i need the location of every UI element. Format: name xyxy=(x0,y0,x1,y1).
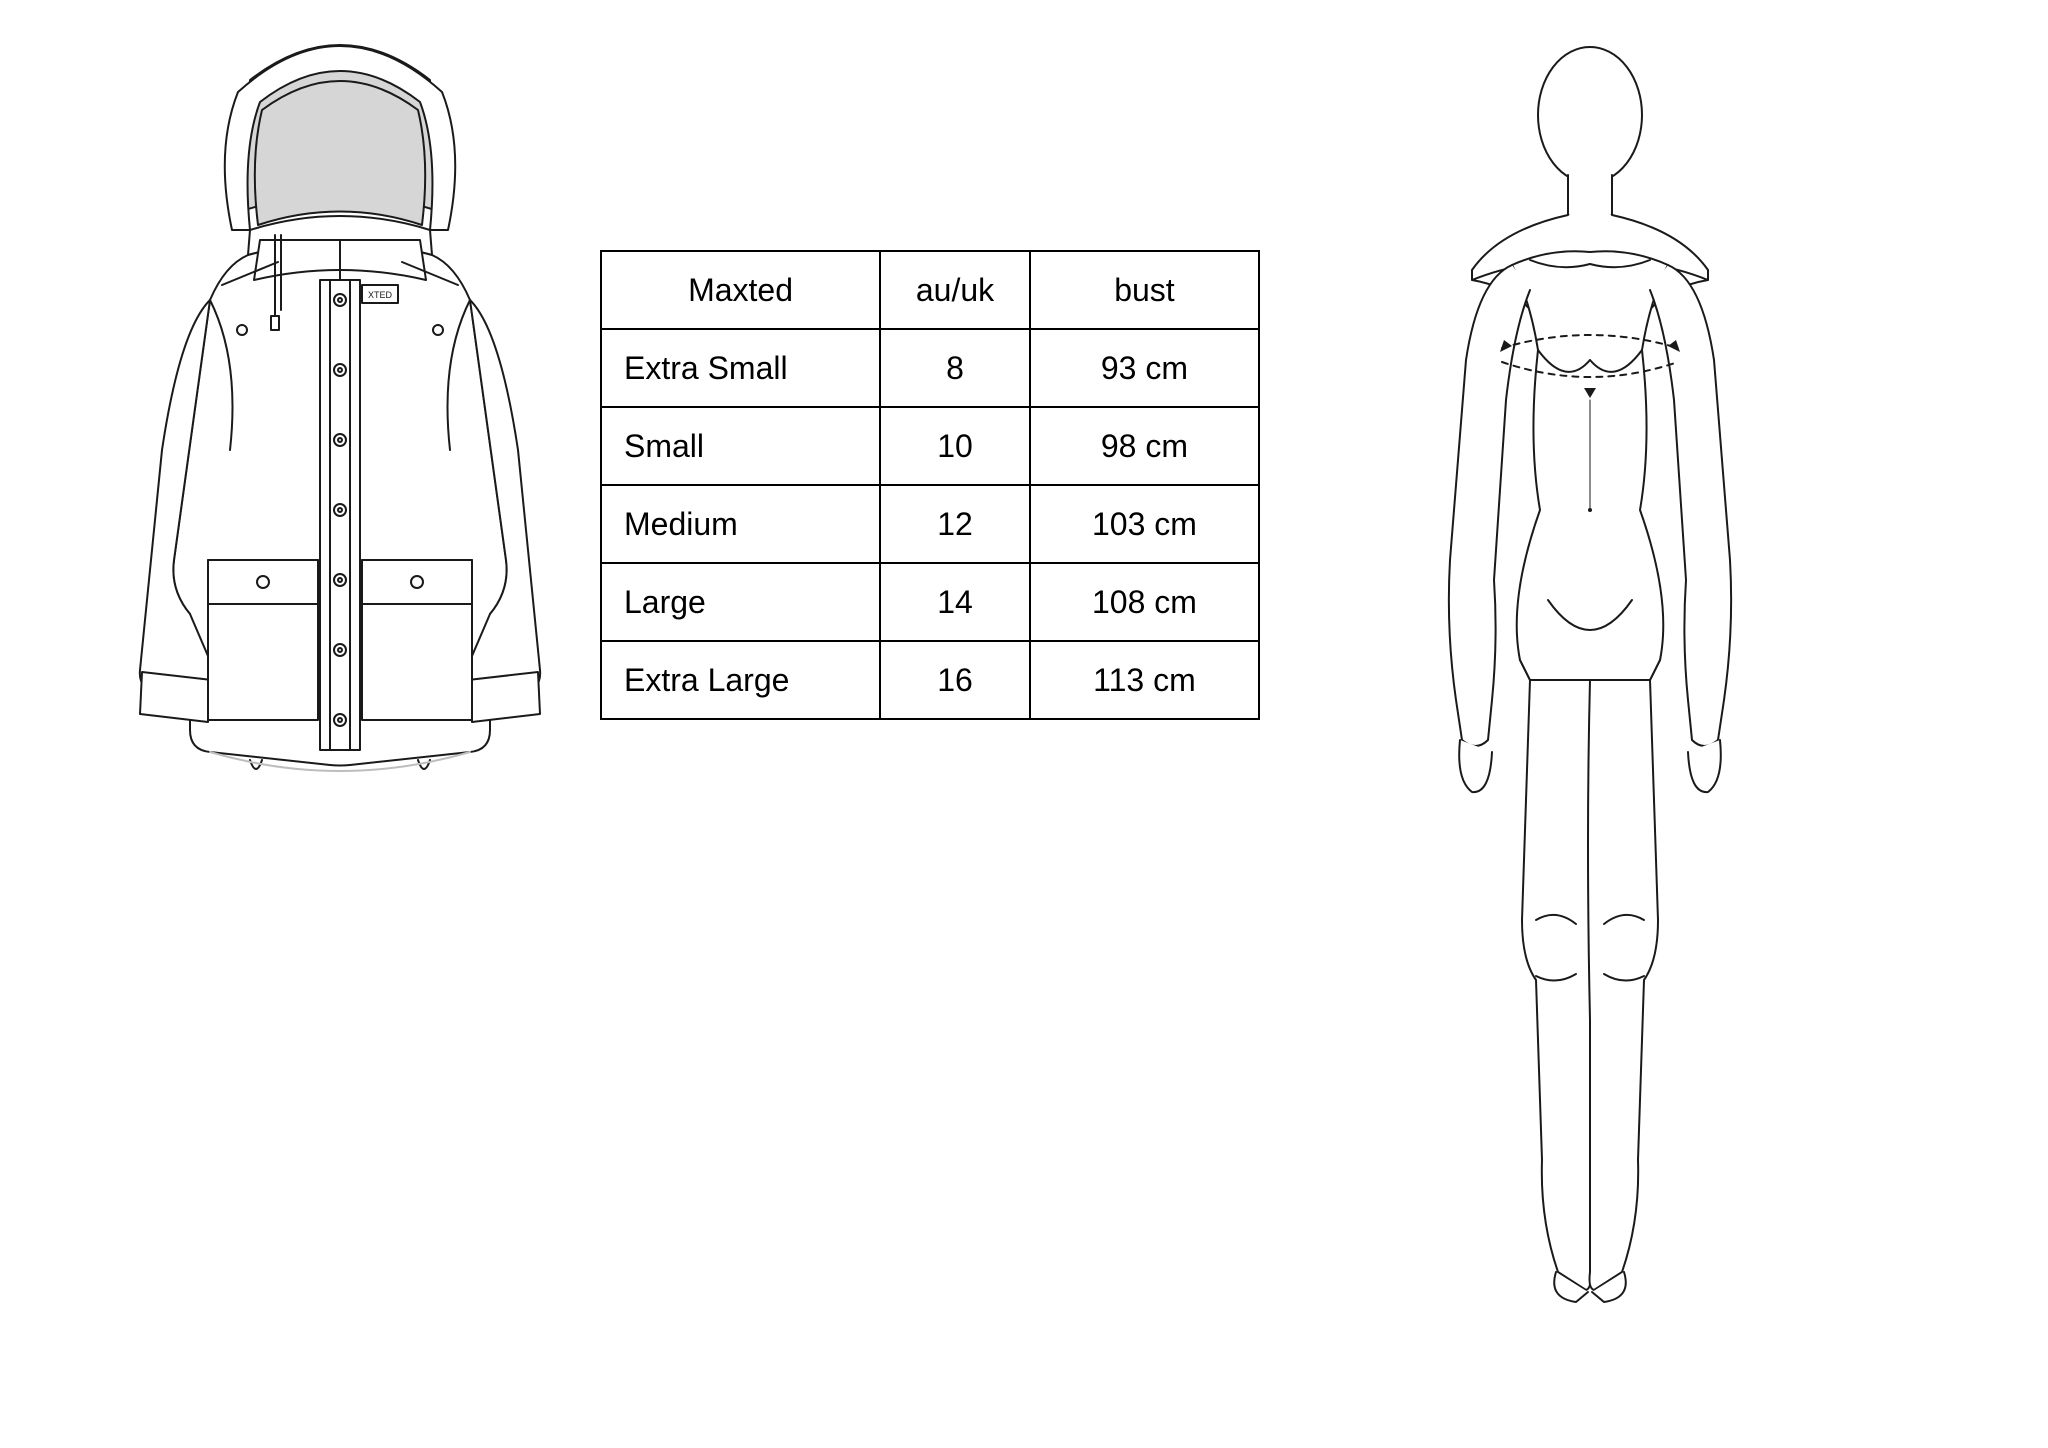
cell-name: Extra Large xyxy=(601,641,880,719)
header-auuk: au/uk xyxy=(880,251,1030,329)
cell-name: Extra Small xyxy=(601,329,880,407)
cell-bust: 93 cm xyxy=(1030,329,1259,407)
cell-auuk: 12 xyxy=(880,485,1030,563)
body-figure xyxy=(1380,40,1800,1340)
header-bust: bust xyxy=(1030,251,1259,329)
table-row: Large 14 108 cm xyxy=(601,563,1259,641)
table-header-row: Maxted au/uk bust xyxy=(601,251,1259,329)
jacket-brand-tag: XTED xyxy=(368,290,393,300)
cell-name: Small xyxy=(601,407,880,485)
size-chart: Maxted au/uk bust Extra Small 8 93 cm Sm… xyxy=(600,250,1260,720)
header-maxted: Maxted xyxy=(601,251,880,329)
jacket-svg: XTED xyxy=(130,30,550,790)
cell-name: Large xyxy=(601,563,880,641)
table-row: Small 10 98 cm xyxy=(601,407,1259,485)
cell-bust: 103 cm xyxy=(1030,485,1259,563)
cell-auuk: 16 xyxy=(880,641,1030,719)
cell-auuk: 8 xyxy=(880,329,1030,407)
body-figure-svg xyxy=(1380,40,1800,1340)
table-row: Extra Large 16 113 cm xyxy=(601,641,1259,719)
table-row: Extra Small 8 93 cm xyxy=(601,329,1259,407)
cell-bust: 108 cm xyxy=(1030,563,1259,641)
jacket-illustration: XTED xyxy=(130,30,550,790)
cell-auuk: 14 xyxy=(880,563,1030,641)
size-chart-table: Maxted au/uk bust Extra Small 8 93 cm Sm… xyxy=(600,250,1260,720)
cell-bust: 98 cm xyxy=(1030,407,1259,485)
table-row: Medium 12 103 cm xyxy=(601,485,1259,563)
cell-bust: 113 cm xyxy=(1030,641,1259,719)
cell-auuk: 10 xyxy=(880,407,1030,485)
cell-name: Medium xyxy=(601,485,880,563)
size-guide-page: XTED xyxy=(0,0,2048,1448)
